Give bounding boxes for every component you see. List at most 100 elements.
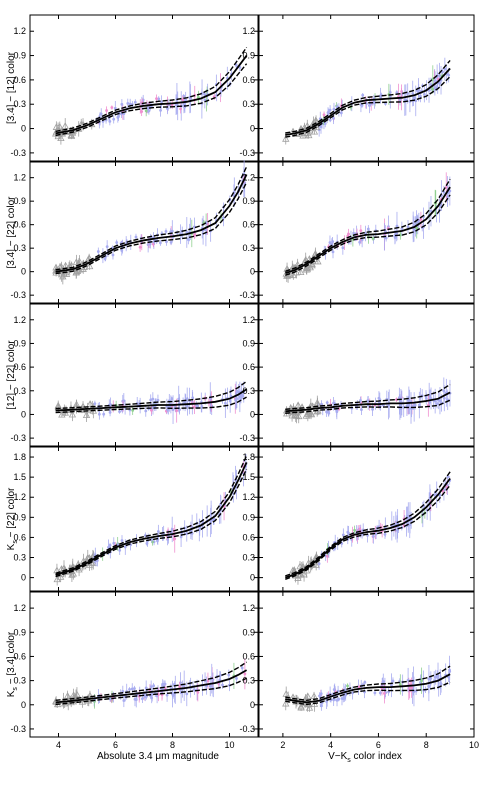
data-point: [318, 694, 321, 698]
data-point: [363, 680, 367, 684]
data-point: [397, 396, 401, 400]
data-point: [359, 399, 362, 402]
data-point-triangle: [301, 694, 310, 702]
panel-0-1: -0.3 0 0.3 0.6 0.9 1.2: [239, 14, 475, 162]
data-point: [222, 216, 225, 220]
data-point: [341, 246, 345, 250]
data-point-triangle: [289, 271, 298, 279]
fit-line: [285, 67, 451, 136]
data-point-triangle: [57, 134, 65, 142]
y-tick-label: 1.2: [242, 173, 255, 183]
data-point: [156, 530, 160, 533]
y-axis-label-sub: s: [12, 540, 19, 544]
panel-1-0: -0.3 0 0.3 0.6 0.9 1.2 [3.4] − [22] color: [6, 159, 259, 304]
data-point-triangle: [63, 267, 71, 275]
fit-bound-1: [285, 399, 451, 414]
data-point: [434, 675, 438, 679]
data-point: [108, 410, 112, 414]
data-point: [105, 245, 109, 249]
data-point: [431, 77, 435, 81]
data-point: [331, 240, 334, 243]
data-point: [332, 107, 336, 111]
data-point: [93, 402, 97, 405]
y-tick-label: -0.3: [10, 148, 26, 158]
data-point: [99, 112, 103, 116]
data-point: [157, 97, 161, 101]
y-axis-label-tail: − [22] color: [6, 487, 17, 540]
data-point: [121, 689, 125, 693]
panel-1-1: -0.3 0 0.3 0.6 0.9 1.2: [239, 161, 475, 304]
x-axis-label-left: Absolute 3.4 μm magnitude: [97, 751, 219, 762]
data-point: [378, 691, 382, 695]
data-point: [141, 697, 144, 701]
x-tick-label: 8: [170, 740, 175, 750]
y-tick-label: -0.3: [10, 290, 26, 300]
data-point: [186, 238, 190, 241]
data-point: [442, 389, 446, 393]
data-point: [388, 95, 392, 98]
data-point: [181, 98, 185, 101]
data-point: [173, 537, 177, 541]
fit-bound-0: [55, 661, 247, 701]
data-point: [112, 117, 116, 121]
data-point: [131, 408, 135, 412]
y-tick-label: 0.3: [242, 676, 255, 686]
y-axis-label-main: K: [6, 690, 17, 697]
data-point: [115, 241, 119, 244]
data-point: [381, 680, 385, 683]
y-tick-label: 0: [21, 409, 26, 419]
data-point: [235, 677, 238, 680]
data-point: [427, 684, 431, 688]
data-point: [128, 687, 131, 691]
y-tick-label: 0: [21, 573, 26, 583]
y-tick-label: 0.3: [242, 553, 255, 563]
data-point: [107, 545, 110, 549]
data-point-triangle: [305, 703, 314, 711]
data-point-triangle: [297, 703, 305, 711]
fit-bound-0: [285, 471, 451, 577]
fit-line: [285, 391, 451, 413]
data-point: [446, 195, 449, 199]
data-point: [185, 532, 189, 535]
data-point: [120, 249, 124, 252]
data-point: [372, 535, 375, 538]
data-point: [96, 250, 100, 253]
data-point: [108, 543, 112, 547]
data-point: [234, 63, 238, 67]
panel-frame: [258, 591, 475, 738]
y-tick-label: 0.9: [242, 627, 255, 637]
data-point: [146, 106, 150, 110]
y-tick-label: 0.9: [242, 196, 255, 206]
data-point-triangle: [53, 575, 61, 583]
data-point: [175, 409, 179, 413]
data-point: [371, 407, 374, 411]
data-point: [191, 396, 195, 400]
data-point: [325, 410, 329, 414]
data-point: [317, 562, 321, 566]
data-point: [359, 229, 363, 233]
y-tick-label: 0.3: [242, 99, 255, 109]
data-point: [112, 541, 116, 545]
data-point-triangle: [297, 268, 305, 276]
data-point: [193, 405, 196, 409]
y-tick-label: 0: [250, 267, 255, 277]
data-point: [382, 691, 386, 695]
data-point: [110, 106, 114, 109]
panel-frame: [258, 446, 475, 592]
y-tick-label: -0.3: [239, 724, 255, 734]
y-tick-label: 0: [21, 700, 26, 710]
fit-line: [55, 174, 248, 273]
panel-4-1: -0.3 0 0.3 0.6 0.9 1.2 2 4 6 8 10: [239, 591, 479, 750]
data-point: [325, 554, 329, 558]
data-point: [366, 227, 370, 231]
y-tick-label: -0.3: [239, 148, 255, 158]
data-point: [439, 681, 443, 685]
data-point: [328, 118, 332, 122]
data-point: [335, 105, 339, 109]
data-point-triangle: [79, 265, 87, 272]
data-point: [102, 412, 106, 416]
panel-4-0: -0.3 0 0.3 0.6 0.9 1.2 4 6 8 10 Ks − [3.4] color: [6, 591, 259, 750]
data-point: [227, 673, 231, 677]
data-point: [148, 242, 152, 246]
data-point: [193, 233, 197, 237]
